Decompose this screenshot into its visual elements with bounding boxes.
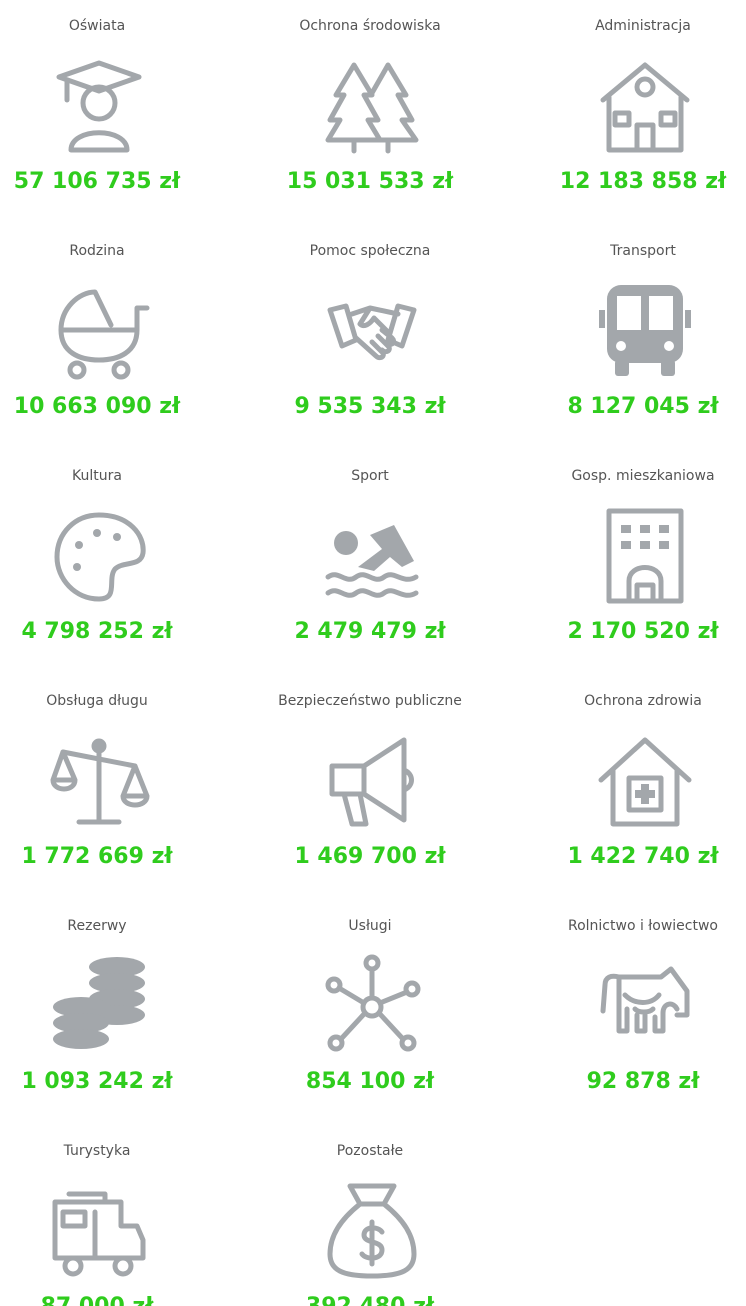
category-label: Usługi <box>348 918 391 934</box>
category-amount: 1 093 242 zł <box>21 1069 173 1094</box>
category-tile: Rezerwy 1 093 242 zł <box>21 918 173 1094</box>
category-label: Pomoc społeczna <box>310 243 431 259</box>
category-tile: Rodzina 10 663 090 zł <box>14 243 181 419</box>
category-amount: 15 031 533 zł <box>287 169 454 194</box>
category-tile: Turystyka 87 000 zł <box>41 1143 155 1306</box>
category-label: Turystyka <box>63 1143 131 1159</box>
category-tile: Usługi 854 100 zł <box>306 918 435 1094</box>
category-label: Pozostałe <box>337 1143 403 1159</box>
category-label: Gosp. mieszkaniowa <box>571 468 714 484</box>
category-tile: Ochrona środowiska 15 031 533 zł <box>287 18 454 194</box>
category-amount: 854 100 zł <box>306 1069 435 1094</box>
category-amount: 2 170 520 zł <box>567 619 719 644</box>
category-tile: Obsługa długu 1 772 669 zł <box>21 693 173 869</box>
category-label: Bezpieczeństwo publiczne <box>278 693 462 709</box>
category-tile: Bezpieczeństwo publiczne 1 469 700 zł <box>278 693 462 869</box>
category-amount: 1 422 740 zł <box>567 844 719 869</box>
category-amount: 392 480 zł <box>306 1294 435 1306</box>
category-icon <box>54 512 146 602</box>
category-icon <box>325 525 419 598</box>
category-icon <box>329 737 414 827</box>
category-icon <box>58 289 150 380</box>
category-icon <box>325 954 421 1052</box>
category-tile: Administracja 12 183 858 zł <box>560 18 727 194</box>
category-label: Administracja <box>595 18 691 34</box>
category-icon <box>327 1183 417 1279</box>
category-icon <box>600 62 690 153</box>
category-amount: 1 469 700 zł <box>294 844 446 869</box>
category-amount: 57 106 735 zł <box>14 169 181 194</box>
category-amount: 1 772 669 zł <box>21 844 173 869</box>
category-label: Transport <box>609 243 676 259</box>
category-icon <box>50 738 150 825</box>
category-icon <box>56 60 142 153</box>
category-tile: Ochrona zdrowia 1 422 740 zł <box>567 693 719 869</box>
category-amount: 10 663 090 zł <box>14 394 181 419</box>
category-tile: Sport 2 479 479 zł <box>294 468 446 644</box>
category-tile: Pomoc społeczna 9 535 343 zł <box>294 243 446 419</box>
category-label: Sport <box>351 468 389 484</box>
category-icon <box>325 62 419 154</box>
category-label: Ochrona zdrowia <box>584 693 702 709</box>
category-label: Rodzina <box>69 243 124 259</box>
category-amount: 87 000 zł <box>41 1294 155 1306</box>
category-icon <box>52 1191 146 1277</box>
category-tile: Kultura 4 798 252 zł <box>21 468 173 644</box>
category-label: Kultura <box>72 468 122 484</box>
category-icon <box>599 285 691 376</box>
category-amount: 8 127 045 zł <box>567 394 719 419</box>
category-amount: 4 798 252 zł <box>21 619 173 644</box>
category-tile: Gosp. mieszkaniowa 2 170 520 zł <box>567 468 719 644</box>
category-tile: Oświata 57 106 735 zł <box>14 18 181 194</box>
category-amount: 2 479 479 zł <box>294 619 446 644</box>
category-label: Rolnictwo i łowiectwo <box>568 918 718 934</box>
category-tile: Rolnictwo i łowiectwo 92 878 zł <box>568 918 718 1094</box>
category-icon <box>600 966 690 1034</box>
category-label: Oświata <box>69 18 125 34</box>
category-icon <box>327 303 417 361</box>
category-label: Obsługa długu <box>46 693 147 709</box>
category-icon <box>53 957 145 1049</box>
category-label: Rezerwy <box>67 918 126 934</box>
category-icon <box>606 508 684 604</box>
category-tile: Transport 8 127 045 zł <box>567 243 719 419</box>
category-tile: Pozostałe 392 480 zł <box>306 1143 435 1306</box>
category-amount: 12 183 858 zł <box>560 169 727 194</box>
category-icon <box>598 737 692 827</box>
category-label: Ochrona środowiska <box>299 18 440 34</box>
category-amount: 9 535 343 zł <box>294 394 446 419</box>
category-amount: 92 878 zł <box>587 1069 701 1094</box>
